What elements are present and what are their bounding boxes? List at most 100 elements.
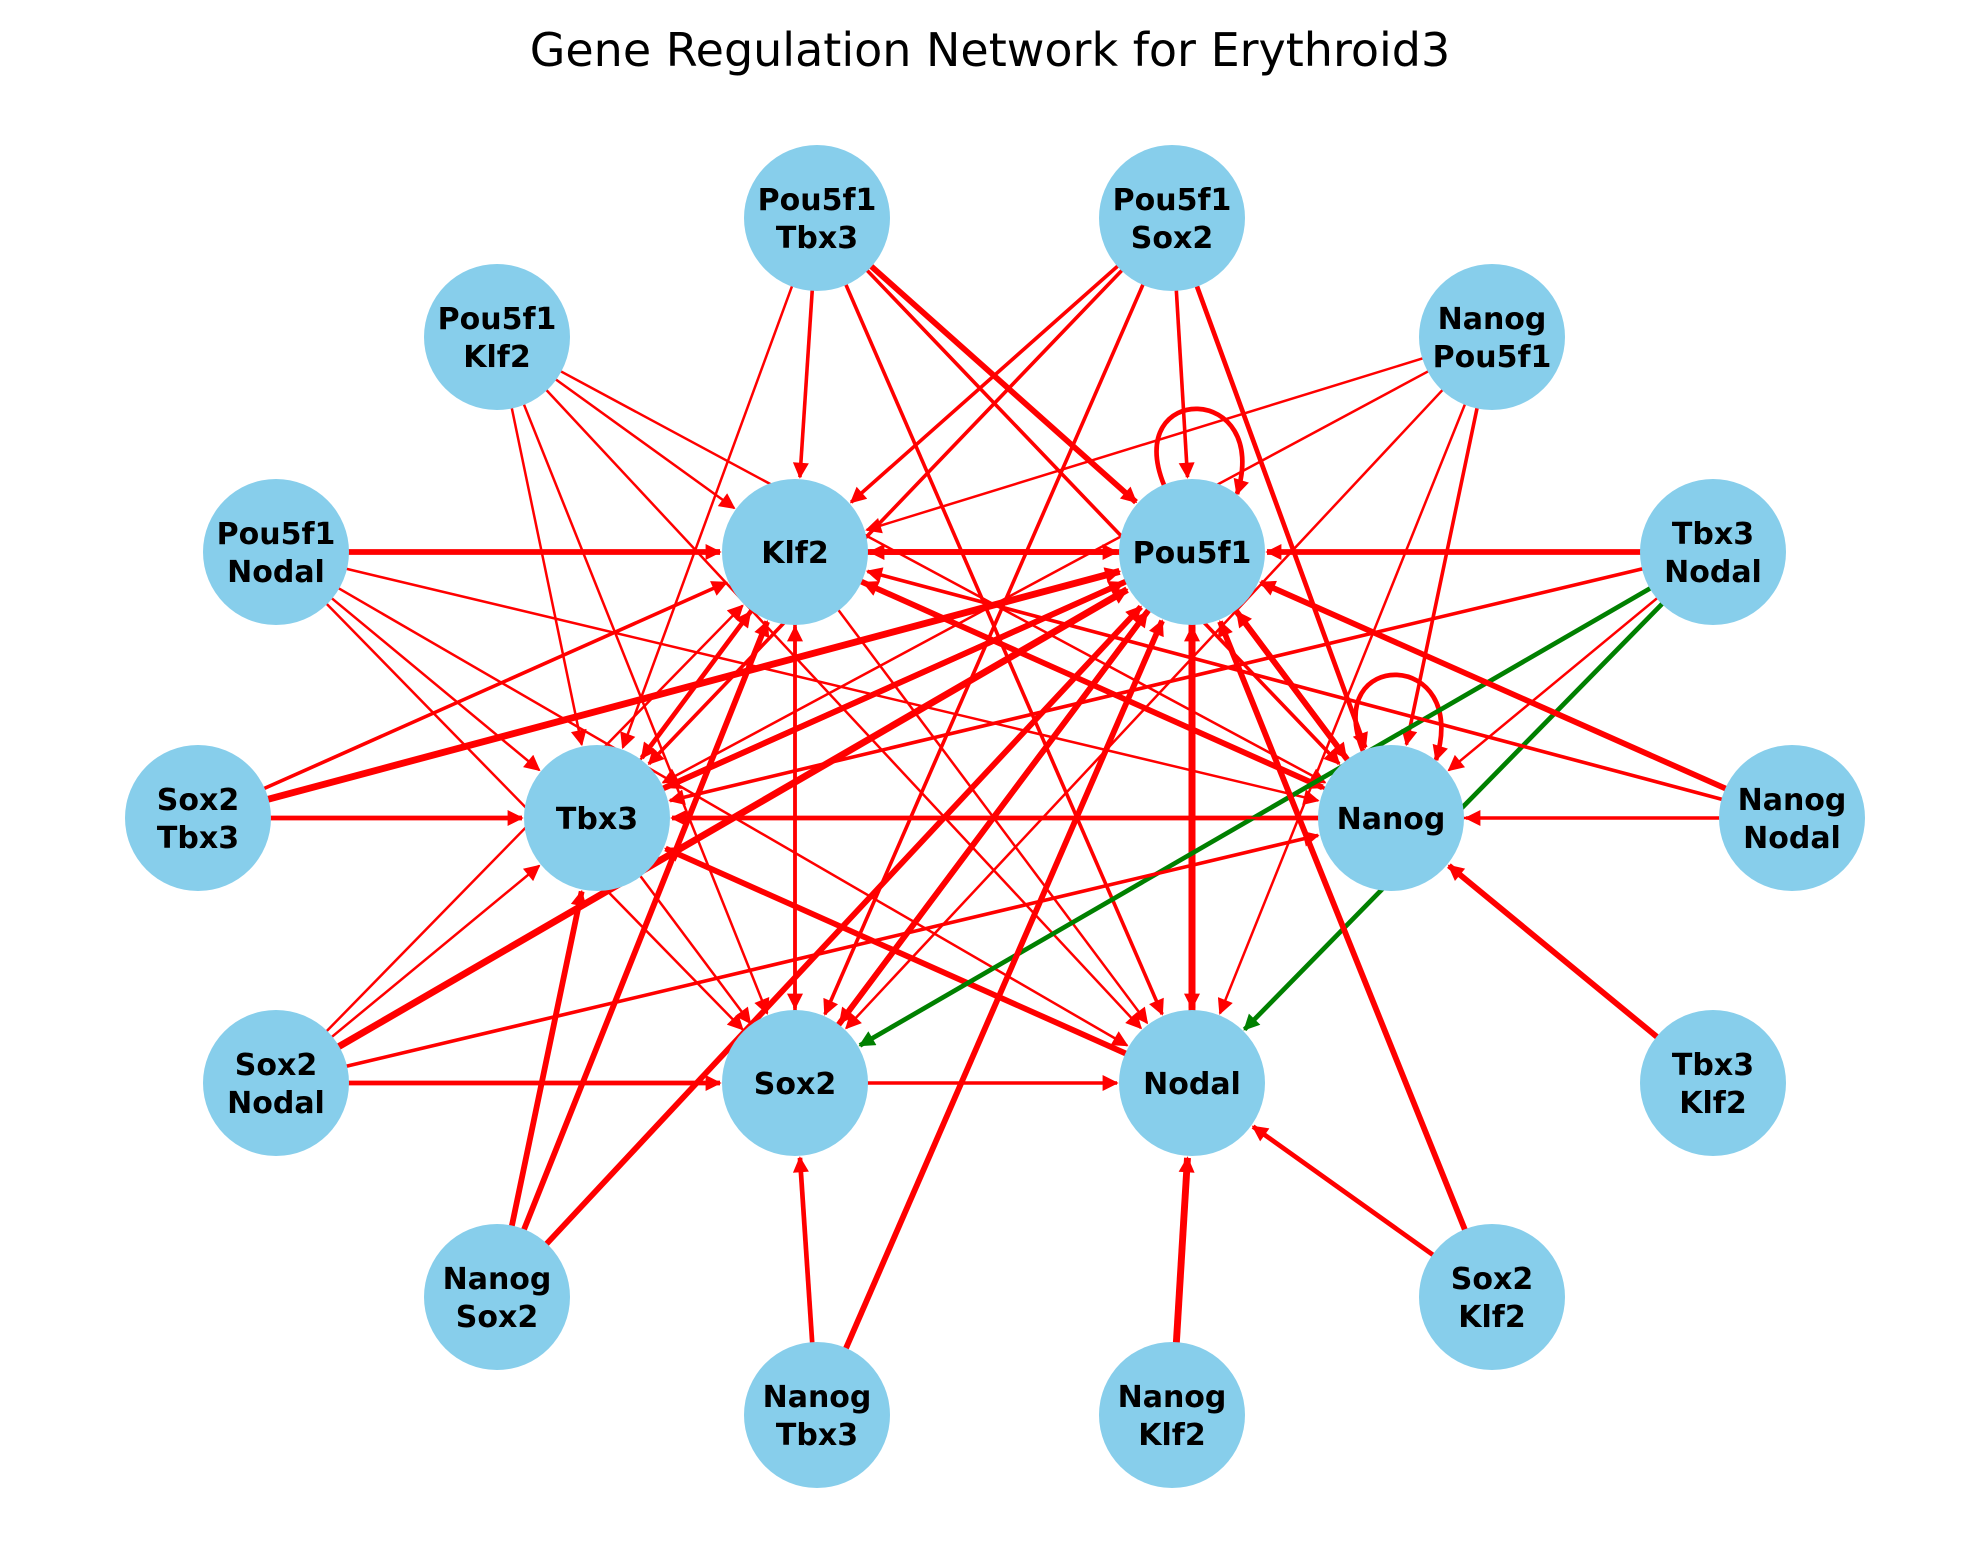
edge-pou5f1-tbx3-to-klf2 xyxy=(792,286,815,479)
node-pou5f1: Pou5f1 xyxy=(1119,479,1265,625)
node-label: Pou5f1 xyxy=(217,517,336,552)
node-label: Tbx3 xyxy=(776,221,858,256)
node-label: Nodal xyxy=(227,555,325,590)
edge-pou5f1-sox2-to-pou5f1 xyxy=(1174,286,1195,479)
edge-pou5f1-tbx3-to-nodal xyxy=(842,280,1164,1016)
edge-sox2-klf2-to-pou5f1 xyxy=(1217,620,1469,1235)
edge-tbx3-to-pou5f1 xyxy=(658,579,1125,793)
node-circle xyxy=(1640,479,1786,625)
node-label: Sox2 xyxy=(456,1300,538,1335)
node-label: Nanog xyxy=(1738,783,1847,818)
edge-pou5f1-klf2-to-klf2 xyxy=(552,376,736,510)
edge-pou5f1-nodal-to-nanog xyxy=(342,566,1320,806)
edge-nanog-sox2-to-tbx3 xyxy=(508,889,587,1231)
edge-pou5f1-klf2-to-tbx3 xyxy=(509,404,587,747)
edge-klf2-to-nodal xyxy=(835,606,1149,1025)
node-label: Tbx3 xyxy=(776,1418,858,1453)
edge-sox2-klf2-to-nodal xyxy=(1251,1124,1438,1259)
edge-pou5f1-klf2-to-nodal xyxy=(543,386,1142,1030)
node-label: Nanog xyxy=(1118,1380,1227,1415)
node-label: Nanog xyxy=(763,1380,872,1415)
edge-sox2-nodal-to-nanog xyxy=(342,830,1320,1069)
node-label: Nanog xyxy=(1438,302,1547,337)
node-circle xyxy=(524,745,670,891)
edge-nanog-pou5f1-to-klf2 xyxy=(865,356,1427,534)
node-circle xyxy=(1099,145,1245,291)
node-label: Tbx3 xyxy=(1672,517,1754,552)
edge-pou5f1-sox2-to-tbx3 xyxy=(647,266,1126,766)
node-label: Tbx3 xyxy=(157,821,239,856)
node-circle xyxy=(744,145,890,291)
edge-nanog-tbx3-to-pou5f1 xyxy=(841,619,1165,1353)
node-circle xyxy=(1119,479,1265,625)
node-label: Nodal xyxy=(1664,555,1762,590)
node-label: Sox2 xyxy=(1451,1262,1533,1297)
edges-layer xyxy=(260,261,1731,1353)
edge-sox2-tbx3-to-pou5f1 xyxy=(263,567,1122,804)
edge-pou5f1-to-pou5f1 xyxy=(1154,406,1249,496)
node-klf2: Klf2 xyxy=(722,479,868,625)
edge-nanog-pou5f1-to-tbx3 xyxy=(661,368,1432,784)
edge-pou5f1-tbx3-to-nanog xyxy=(863,266,1341,766)
node-label: Sox2 xyxy=(754,1067,836,1102)
node-label: Nodal xyxy=(1143,1067,1241,1102)
node-label: Pou5f1 xyxy=(1113,183,1232,218)
edge-pou5f1-sox2-to-nanog xyxy=(1193,282,1368,750)
node-circle xyxy=(722,1010,868,1156)
edge-tbx3-nodal-to-sox2 xyxy=(858,584,1655,1048)
edge-nanog-pou5f1-to-nodal xyxy=(1217,400,1468,1015)
edge-nanog-pou5f1-to-sox2 xyxy=(845,386,1446,1030)
node-label: Pou5f1 xyxy=(758,183,877,218)
node-circle xyxy=(1119,1010,1265,1156)
node-label: Nanog xyxy=(443,1262,552,1297)
node-label: Pou5f1 xyxy=(438,302,557,337)
node-label: Klf2 xyxy=(463,340,530,375)
edge-pou5f1-tbx3-to-pou5f1 xyxy=(866,261,1138,505)
edge-sox2-nodal-to-tbx3 xyxy=(328,864,541,1041)
edge-nanog-tbx3-to-sox2 xyxy=(792,1156,815,1347)
node-sox2: Sox2 xyxy=(722,1010,868,1156)
edge-sox2-tbx3-to-klf2 xyxy=(260,580,728,792)
edge-nanog-nodal-to-pou5f1 xyxy=(1259,579,1731,793)
node-label: Klf2 xyxy=(1679,1086,1746,1121)
edge-nanog-sox2-to-klf2 xyxy=(519,620,770,1235)
node-circle xyxy=(1099,1342,1245,1488)
edge-sox2-nodal-to-pou5f1 xyxy=(333,586,1129,1052)
node-label: Nodal xyxy=(227,1086,325,1121)
node-circle xyxy=(424,1224,570,1370)
node-label: Sox2 xyxy=(235,1048,317,1083)
edge-nanog-pou5f1-to-nanog xyxy=(1401,404,1480,747)
edge-pou5f1-sox2-to-klf2 xyxy=(849,262,1122,504)
edge-pou5f1-nodal-to-tbx3 xyxy=(328,595,541,772)
node-circle xyxy=(125,745,271,891)
node-circle xyxy=(424,264,570,410)
edge-tbx3-nodal-to-nanog xyxy=(1447,594,1661,772)
edge-nodal-to-tbx3 xyxy=(664,845,1131,1058)
node-label: Tbx3 xyxy=(556,802,638,837)
edge-nanog-nodal-to-klf2 xyxy=(865,567,1726,802)
node-label: Klf2 xyxy=(1138,1418,1205,1453)
node-nodal: Nodal xyxy=(1119,1010,1265,1156)
node-label: Tbx3 xyxy=(1672,1048,1754,1083)
node-circle xyxy=(722,479,868,625)
node-nanog: Nanog xyxy=(1318,745,1464,891)
node-circle xyxy=(203,479,349,625)
edge-nanog-klf2-to-nodal xyxy=(1172,1156,1195,1347)
node-label: Pou5f1 xyxy=(1433,340,1552,375)
edge-pou5f1-tbx3-to-tbx3 xyxy=(620,282,795,750)
edge-nanog-sox2-to-pou5f1 xyxy=(541,604,1143,1249)
